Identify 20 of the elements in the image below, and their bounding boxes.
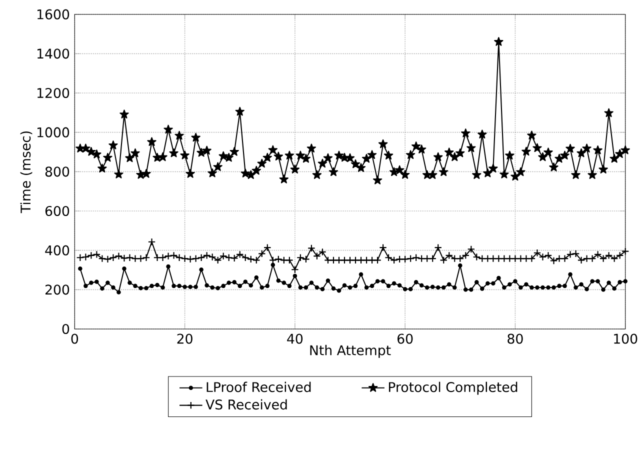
- y-tick-label: 600: [45, 206, 70, 216]
- y-tick-label: 1200: [37, 88, 70, 98]
- x-axis-title: Nth Attempt: [310, 344, 391, 358]
- x-tick-label: 80: [508, 334, 523, 344]
- legend-label: Protocol Completed: [388, 382, 518, 395]
- x-tick-label: 40: [287, 334, 303, 344]
- y-tick-label: 1600: [37, 9, 70, 20]
- y-tick-label: 0: [62, 324, 70, 334]
- y-tick-label: 800: [45, 166, 70, 177]
- y-tick-label: 1400: [37, 48, 70, 59]
- legend-label: VS Received: [206, 399, 287, 410]
- x-tick-label: 100: [614, 334, 638, 344]
- x-tick-label: 20: [177, 334, 192, 344]
- x-tick-label: 60: [398, 334, 413, 344]
- y-tick-label: 1000: [37, 127, 70, 138]
- legend-label: LProof Received: [206, 382, 311, 392]
- y-tick-label: 200: [45, 284, 70, 295]
- x-tick-label: 0: [71, 334, 78, 344]
- y-tick-label: 400: [45, 245, 70, 256]
- y-axis-title: Time (msec): [20, 131, 32, 214]
